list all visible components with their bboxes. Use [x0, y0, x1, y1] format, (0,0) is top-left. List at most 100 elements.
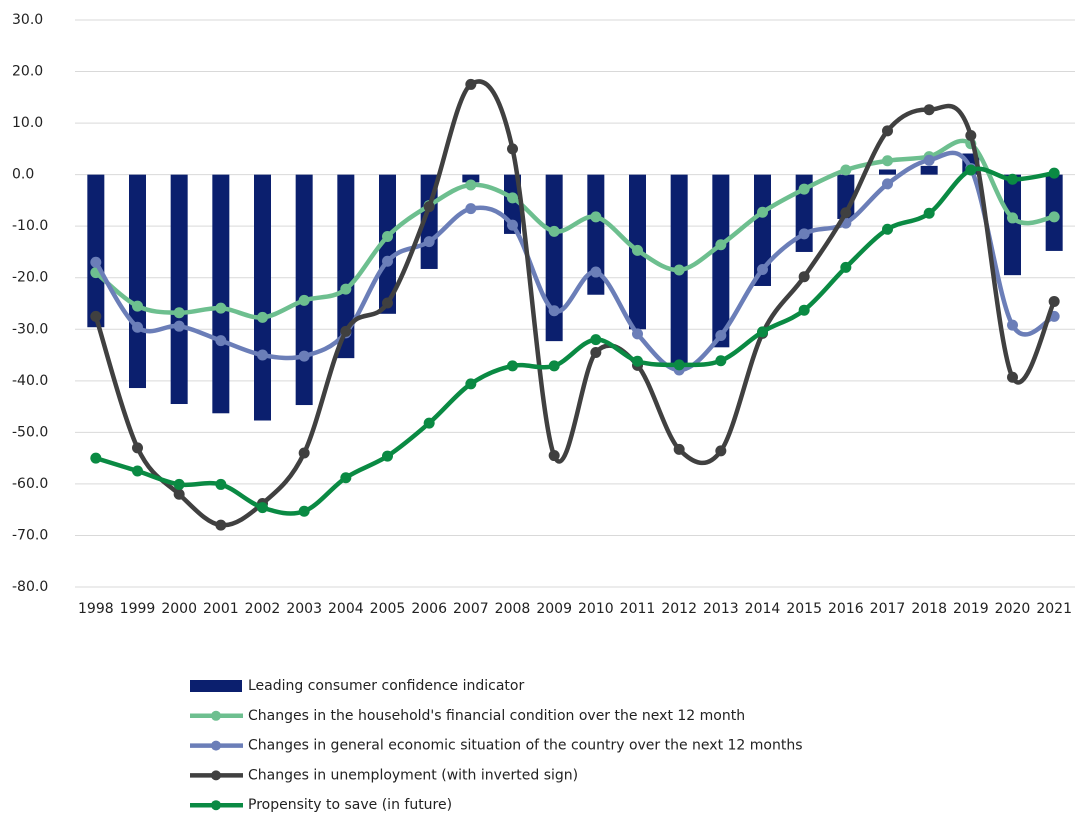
point [257, 311, 268, 323]
point [632, 355, 643, 367]
x-tick-label: 2001 [203, 601, 239, 617]
legend-swatch [211, 740, 221, 751]
point [757, 263, 768, 275]
x-tick-label: 2014 [745, 601, 781, 617]
point [715, 329, 727, 341]
x-tick-label: 2012 [661, 601, 697, 617]
point [840, 207, 852, 219]
point [298, 447, 310, 459]
point [298, 350, 310, 362]
point [798, 228, 810, 240]
point [798, 183, 810, 195]
x-tick-label: 2018 [911, 601, 947, 617]
point [382, 450, 393, 462]
point [90, 452, 102, 464]
point [923, 154, 935, 166]
line [93, 150, 1056, 373]
bar [879, 169, 896, 175]
bar [129, 174, 146, 389]
bar [462, 174, 480, 183]
point [1007, 371, 1018, 383]
point [423, 236, 435, 248]
point [507, 143, 518, 155]
line [93, 79, 1057, 528]
bar [337, 174, 355, 359]
point [590, 346, 602, 358]
bar [87, 174, 105, 328]
point [882, 155, 893, 167]
x-tick-label: 2020 [995, 601, 1031, 617]
point [340, 283, 352, 295]
point [423, 417, 435, 429]
x-tick-label: 2015 [786, 601, 822, 617]
legend-swatch [211, 800, 221, 811]
point [673, 443, 685, 455]
bar [545, 174, 563, 342]
point [882, 178, 893, 190]
x-tick-label: 2000 [161, 601, 197, 617]
legend-swatch [211, 770, 221, 781]
x-tick-label: 2004 [328, 601, 364, 617]
point [382, 255, 393, 267]
x-tick-label: 2013 [703, 601, 739, 617]
point [90, 256, 102, 268]
point [840, 261, 852, 273]
x-tick-label: 1999 [120, 601, 156, 617]
point [715, 239, 727, 251]
y-tick-label: -20.0 [12, 270, 48, 286]
point [1048, 295, 1060, 307]
point [548, 305, 560, 317]
legend-swatch [211, 710, 221, 721]
point [673, 264, 685, 276]
point [507, 219, 518, 231]
point [215, 519, 227, 531]
point [465, 78, 477, 90]
point [590, 334, 602, 346]
x-tick-label: 2006 [411, 601, 447, 617]
legend-label: Changes in general economic situation of… [248, 738, 803, 754]
x-tick-label: 1998 [78, 601, 114, 617]
point [548, 225, 560, 237]
point [257, 349, 268, 361]
y-tick-label: 30.0 [12, 12, 43, 28]
y-tick-label: -40.0 [12, 373, 48, 389]
bar [254, 174, 271, 421]
y-tick-label: 0.0 [12, 167, 34, 183]
y-tick-label: 20.0 [12, 64, 43, 80]
point [298, 294, 310, 306]
point [590, 211, 602, 223]
legend-label: Propensity to save (in future) [248, 797, 452, 813]
y-tick-label: -70.0 [12, 527, 48, 543]
point [465, 179, 477, 191]
point [673, 359, 685, 371]
x-tick-label: 2002 [245, 601, 281, 617]
point [548, 360, 560, 372]
point [1048, 211, 1060, 223]
y-tick-label: 10.0 [12, 115, 43, 131]
point [465, 378, 477, 390]
legend-label: Leading consumer confidence indicator [248, 678, 524, 694]
point [882, 125, 893, 137]
point [840, 164, 852, 176]
point [382, 297, 393, 309]
point [1007, 173, 1018, 185]
x-tick-label: 2003 [286, 601, 322, 617]
point [173, 488, 185, 500]
x-tick-label: 2008 [495, 601, 531, 617]
point [1007, 319, 1018, 331]
point [215, 302, 227, 314]
point [632, 328, 643, 340]
point [465, 203, 477, 215]
point [507, 360, 518, 372]
point [340, 325, 352, 337]
point [757, 206, 768, 218]
bar [754, 174, 771, 286]
y-tick-label: -10.0 [12, 218, 48, 234]
bar [587, 174, 605, 295]
point [548, 450, 560, 462]
bar [920, 165, 938, 175]
point [132, 321, 143, 333]
x-tick-label: 2021 [1036, 601, 1072, 617]
point [965, 129, 977, 141]
